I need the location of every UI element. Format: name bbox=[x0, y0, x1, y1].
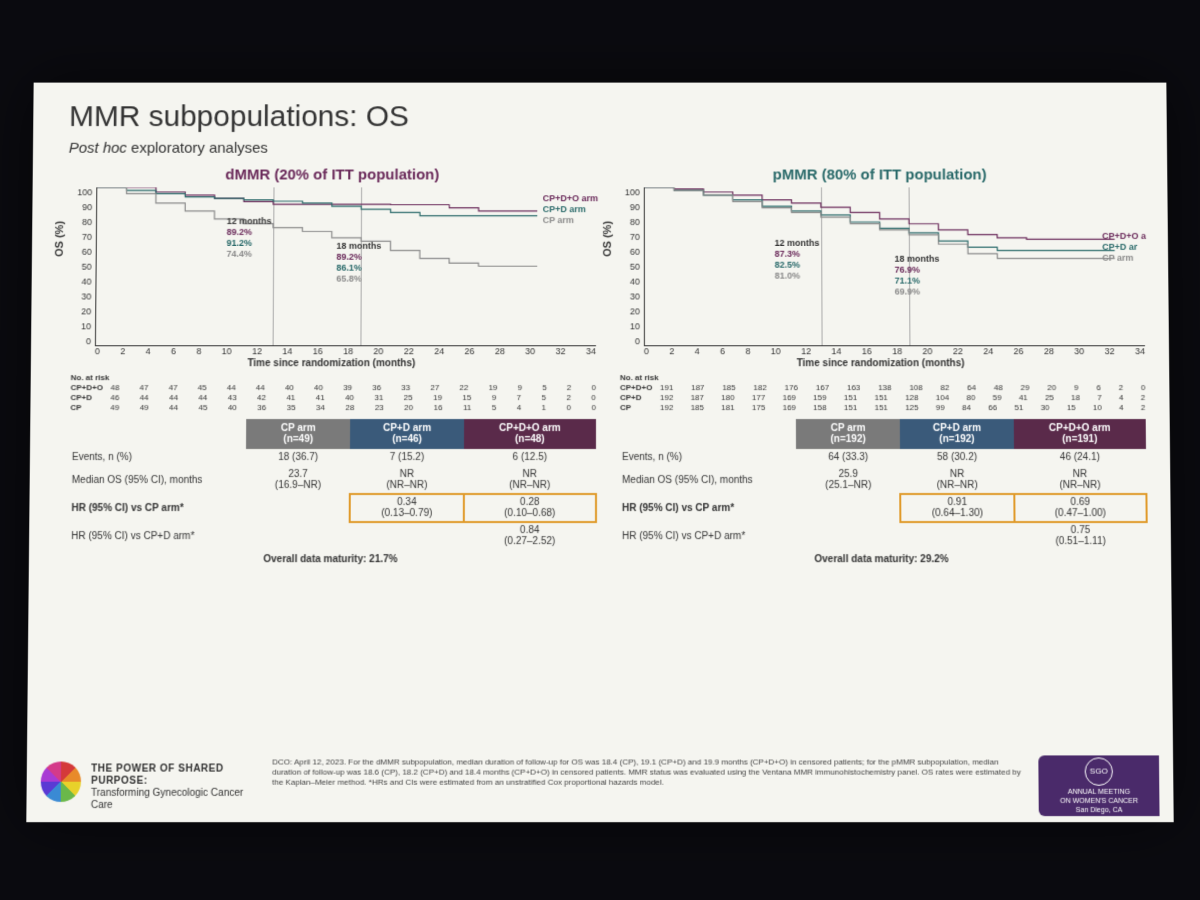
number-at-risk: No. at riskCP+D+O48474745444440403936332… bbox=[70, 373, 596, 413]
timepoint-annotation: 12 months87.3%82.5%81.0% bbox=[775, 238, 820, 282]
timepoint-annotation: 18 months76.9%71.1%69.9% bbox=[894, 254, 939, 298]
panels-row: dMMR (20% of ITT population)OS (%)100908… bbox=[29, 157, 1171, 565]
x-axis: 0246810121416182022242628303234 bbox=[644, 346, 1145, 356]
risk-row: CP4949444540363534282320161154100 bbox=[70, 403, 596, 413]
title-bar: MMR subpopulations: OS bbox=[33, 83, 1167, 138]
table-row: HR (95% CI) vs CP+D arm*0.75 (0.51–1.11) bbox=[616, 522, 1147, 550]
subtitle: Post hoc exploratory analyses bbox=[33, 140, 1167, 157]
risk-row: CP+D+O48474745444440403936332722199520 bbox=[71, 383, 596, 393]
table-header bbox=[66, 419, 246, 449]
subtitle-rest: exploratory analyses bbox=[127, 140, 268, 157]
risk-row: CP19218518117516915815115112599846651301… bbox=[620, 403, 1146, 413]
logo-text: THE POWER OF SHARED PURPOSE: Transformin… bbox=[91, 764, 262, 813]
data-maturity: Overall data maturity: 21.7% bbox=[65, 554, 596, 565]
table-header: CP+D arm (n=192) bbox=[900, 419, 1013, 449]
x-axis-label: Time since randomization (months) bbox=[67, 358, 596, 369]
series-legend: CP+D+O armCP+D armCP arm bbox=[543, 193, 598, 226]
timepoint-annotation: 18 months89.2%86.1%65.8% bbox=[336, 241, 381, 285]
y-axis: 1009080706050403020100 bbox=[67, 187, 96, 346]
sgo-circle-icon: SGO bbox=[1085, 757, 1113, 785]
y-axis-label: OS (%) bbox=[602, 221, 614, 257]
timepoint-annotation: 12 months89.2%91.2%74.4% bbox=[226, 216, 271, 260]
table-header: CP+D+O arm (n=191) bbox=[1013, 419, 1146, 449]
logo-line1: THE POWER OF SHARED PURPOSE: bbox=[91, 764, 262, 788]
table-row: Events, n (%)18 (36.7)7 (15.2)6 (12.5) bbox=[66, 449, 596, 466]
number-at-risk: No. at riskCP+D+O19118718518217616716313… bbox=[620, 373, 1146, 413]
table-row: Median OS (95% CI), months23.7 (16.9–NR)… bbox=[66, 466, 596, 494]
sgo-l4: San Diego, CA bbox=[1076, 805, 1123, 814]
table-row: HR (95% CI) vs CP arm*0.34 (0.13–0.79)0.… bbox=[65, 494, 596, 522]
panel-title: pMMR (80% of ITT population) bbox=[616, 167, 1144, 184]
footer: THE POWER OF SHARED PURPOSE: Transformin… bbox=[26, 751, 1173, 822]
footnote: DCO: April 12, 2023. For the dMMR subpop… bbox=[272, 755, 1028, 787]
risk-row: CP+D4644444443424141403125191597520 bbox=[70, 393, 596, 403]
wheel-logo-icon bbox=[41, 761, 82, 801]
risk-row: CP+D+O1911871851821761671631381088264482… bbox=[620, 383, 1145, 393]
sgo-l3: ON WOMEN'S CANCER bbox=[1060, 796, 1138, 805]
logo-line2: Transforming Gynecologic Cancer Care bbox=[91, 788, 262, 812]
stats-table: CP arm (n=49)CP+D arm (n=46)CP+D+O arm (… bbox=[65, 419, 596, 550]
x-axis-label: Time since randomization (months) bbox=[616, 358, 1145, 369]
plot-area: CP+D+O armCP+D armCP arm 12 months89.2%91… bbox=[95, 187, 596, 346]
y-axis-label: OS (%) bbox=[54, 221, 66, 257]
y-axis: 1009080706050403020100 bbox=[616, 187, 644, 346]
plot-area: CP+D+O aCP+D arCP arm 12 months87.3%82.5%… bbox=[644, 187, 1145, 346]
slide: MMR subpopulations: OS Post hoc explorat… bbox=[26, 83, 1173, 823]
table-header: CP arm (n=192) bbox=[796, 419, 900, 449]
table-row: Median OS (95% CI), months25.9 (25.1–NR)… bbox=[616, 466, 1146, 494]
table-header: CP+D arm (n=46) bbox=[350, 419, 463, 449]
table-row: HR (95% CI) vs CP+D arm*0.84 (0.27–2.52) bbox=[65, 522, 596, 550]
series-legend: CP+D+O aCP+D arCP arm bbox=[1102, 231, 1146, 264]
stats-table: CP arm (n=192)CP+D arm (n=192)CP+D+O arm… bbox=[616, 419, 1147, 550]
panel-title: dMMR (20% of ITT population) bbox=[68, 167, 596, 184]
data-maturity: Overall data maturity: 29.2% bbox=[616, 554, 1147, 565]
x-axis: 0246810121416182022242628303234 bbox=[95, 346, 596, 356]
km-chart: OS (%)1009080706050403020100CP+D+O aCP+D… bbox=[616, 187, 1145, 346]
risk-row: CP+D192187180177169159151151128104805941… bbox=[620, 393, 1146, 403]
panel-dmmr: dMMR (20% of ITT population) OS (%)100908… bbox=[65, 163, 596, 566]
table-header: CP arm (n=49) bbox=[246, 419, 350, 449]
km-chart: OS (%)1009080706050403020100CP+D+O armCP… bbox=[67, 187, 596, 346]
sgo-badge: SGO ANNUAL MEETING ON WOMEN'S CANCER San… bbox=[1038, 755, 1159, 816]
table-header bbox=[616, 419, 796, 449]
subtitle-italic: Post hoc bbox=[69, 140, 127, 157]
table-row: HR (95% CI) vs CP arm*0.91 (0.64–1.30)0.… bbox=[616, 494, 1147, 522]
sgo-l2: ANNUAL MEETING bbox=[1068, 787, 1130, 796]
main-title: MMR subpopulations: OS bbox=[69, 100, 1167, 134]
panel-pmmr: pMMR (80% of ITT population) OS (%)100908… bbox=[616, 163, 1147, 566]
table-header: CP+D+O arm (n=48) bbox=[464, 419, 596, 449]
table-row: Events, n (%)64 (33.3)58 (30.2)46 (24.1) bbox=[616, 449, 1146, 466]
